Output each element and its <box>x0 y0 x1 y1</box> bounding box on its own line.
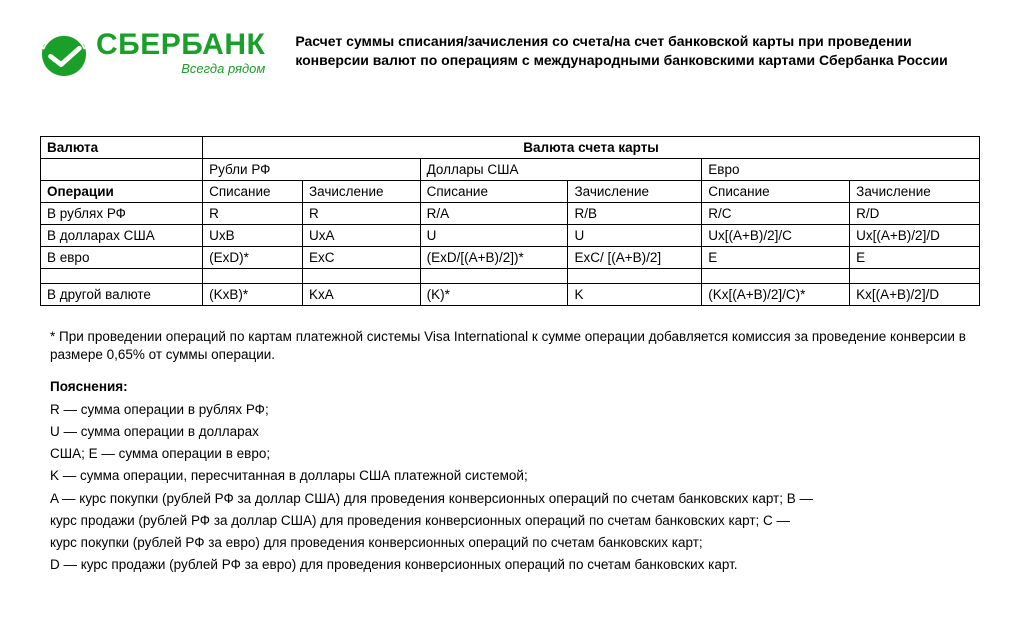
cell: Ux[(A+B)/2]/D <box>850 225 980 247</box>
table-row: В рублях РФ R R R/A R/B R/C R/D <box>41 203 980 225</box>
cell: R <box>302 203 420 225</box>
row-label: В рублях РФ <box>41 203 203 225</box>
explanation-line: США; E — сумма операции в евро; <box>50 445 980 463</box>
explanation-line: U — сумма операции в долларах <box>50 423 980 441</box>
spacer-row <box>41 269 980 284</box>
cell: R/A <box>420 203 568 225</box>
cell: (K)* <box>420 284 568 306</box>
brand-name: СБЕРБАНК <box>96 30 265 60</box>
group-col-2: Евро <box>702 159 980 181</box>
cell: UxB <box>203 225 303 247</box>
conversion-table: Валюта Валюта счета карты Рубли РФ Долла… <box>40 136 980 306</box>
subcol-debit: Списание <box>702 181 850 203</box>
row-label: В долларах США <box>41 225 203 247</box>
explanation-line: курс покупки (рублей РФ за евро) для про… <box>50 534 980 552</box>
cell: R <box>203 203 303 225</box>
cell: Kx[(A+B)/2]/D <box>850 284 980 306</box>
cell: UxA <box>302 225 420 247</box>
notes-section: * При проведении операций по картам плат… <box>40 328 980 574</box>
table-row: В другой валюте (KxB)* KxA (K)* K (Kx[(A… <box>41 284 980 306</box>
explanation-line: A — курс покупки (рублей РФ за доллар СШ… <box>50 490 980 508</box>
cell: U <box>420 225 568 247</box>
cell: (Kx[(A+B)/2]/C)* <box>702 284 850 306</box>
subcol-credit: Зачисление <box>302 181 420 203</box>
row-label: В другой валюте <box>41 284 203 306</box>
subheader-row: Операции Списание Зачисление Списание За… <box>41 181 980 203</box>
subcol-credit: Зачисление <box>568 181 702 203</box>
group-col-1: Доллары США <box>420 159 702 181</box>
subcol-debit: Списание <box>203 181 303 203</box>
brand-tagline: Всегда рядом <box>181 62 265 76</box>
document-page: СБЕРБАНК Всегда рядом Расчет суммы списа… <box>0 0 1020 598</box>
document-title: Расчет суммы списания/зачисления со счет… <box>295 32 980 70</box>
cell: (ExD)* <box>203 247 303 269</box>
cell: ExC <box>302 247 420 269</box>
subcol-debit: Списание <box>420 181 568 203</box>
header-left: Валюта <box>41 137 203 159</box>
cell: R/B <box>568 203 702 225</box>
table-row: В долларах США UxB UxA U U Ux[(A+B)/2]/C… <box>41 225 980 247</box>
explanation-line: курс продажи (рублей РФ за доллар США) д… <box>50 512 980 530</box>
cell: E <box>850 247 980 269</box>
cell: K <box>568 284 702 306</box>
page-header: СБЕРБАНК Всегда рядом Расчет суммы списа… <box>40 30 980 81</box>
cell: U <box>568 225 702 247</box>
explanation-line: R — сумма операции в рублях РФ; <box>50 401 980 419</box>
subcol-credit: Зачисление <box>850 181 980 203</box>
footnote: * При проведении операций по картам плат… <box>50 328 980 364</box>
row-label: В евро <box>41 247 203 269</box>
cell: R/C <box>702 203 850 225</box>
cell: KxA <box>302 284 420 306</box>
sberbank-logo-icon <box>40 30 88 81</box>
cell: R/D <box>850 203 980 225</box>
group-col-0: Рубли РФ <box>203 159 420 181</box>
table-row: В евро (ExD)* ExC (ExD/[(A+B)/2])* ExC/ … <box>41 247 980 269</box>
cell: (ExD/[(A+B)/2])* <box>420 247 568 269</box>
brand-logo: СБЕРБАНК Всегда рядом <box>40 30 265 81</box>
currency-groups-row: Рубли РФ Доллары США Евро <box>41 159 980 181</box>
cell: (KxB)* <box>203 284 303 306</box>
cell: E <box>702 247 850 269</box>
row-label-header: Операции <box>41 181 203 203</box>
explanation-line: D — курс продажи (рублей РФ за евро) для… <box>50 556 980 574</box>
explanation-line: K — сумма операции, пересчитанная в долл… <box>50 467 980 485</box>
explanations-heading: Пояснения: <box>50 378 980 396</box>
header-group: Валюта счета карты <box>203 137 980 159</box>
cell: Ux[(A+B)/2]/C <box>702 225 850 247</box>
cell: ExC/ [(A+B)/2] <box>568 247 702 269</box>
